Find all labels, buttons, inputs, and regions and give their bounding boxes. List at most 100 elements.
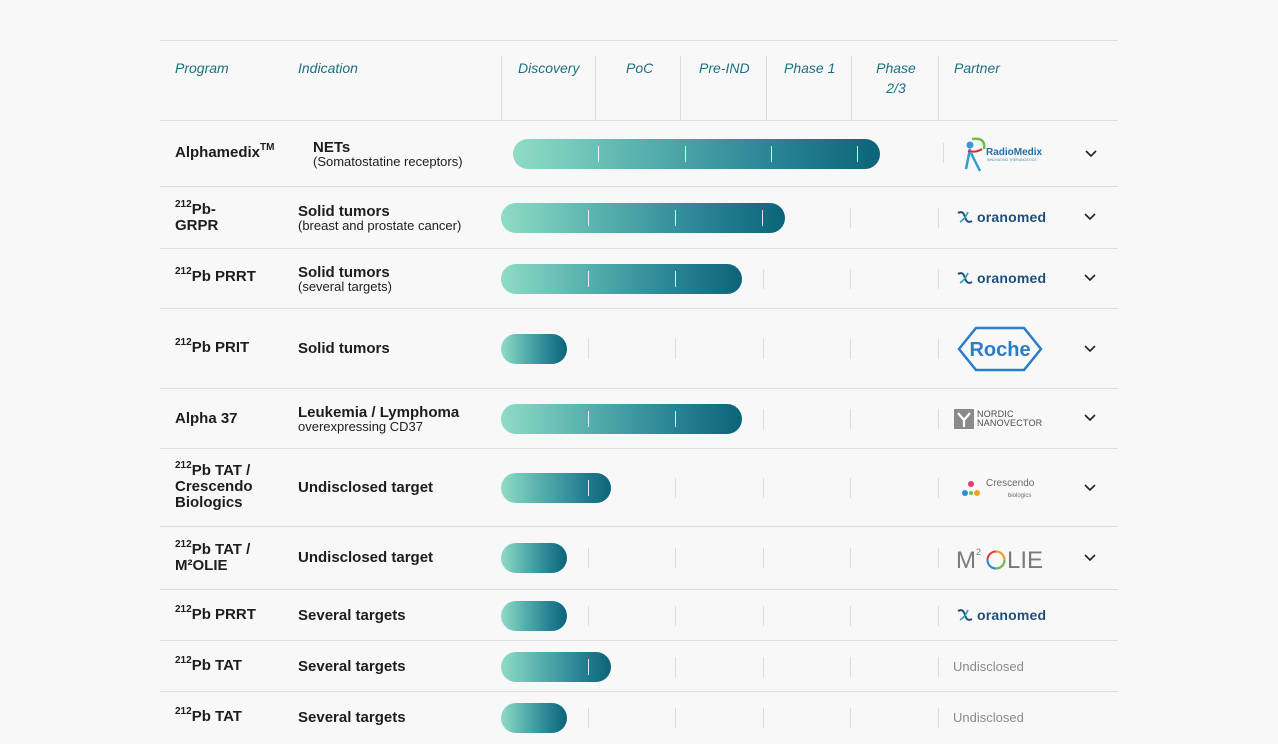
nanovector-text: NORDIC NANOVECTOR	[977, 410, 1042, 428]
indication: Several targets	[298, 659, 406, 674]
indication-title: Several targets	[298, 658, 406, 675]
indication-title: Leukemia / Lymphoma	[298, 404, 460, 421]
program-name: Alpha 37	[175, 411, 238, 427]
indication-title: Solid tumors	[298, 340, 390, 357]
chevron-down-icon[interactable]	[1083, 481, 1097, 495]
header-pre-ind: Pre-IND	[699, 60, 750, 76]
header-phase-2-3-line1: Phase	[876, 60, 916, 76]
table-row[interactable]: 212Pb PRRT Solid tumors (several targets…	[160, 249, 1118, 309]
program-label: Pb PRIT	[191, 339, 250, 356]
column-tick	[588, 606, 589, 626]
svg-text:LIE: LIE	[1007, 547, 1043, 573]
partner-undisclosed: Undisclosed	[953, 710, 1024, 725]
chevron-down-icon[interactable]	[1083, 551, 1097, 565]
progress-bar	[501, 543, 567, 573]
program-label: Pb PRRT	[191, 606, 256, 623]
table-row[interactable]: AlphamedixTM NETs (Somatostatine recepto…	[160, 121, 1118, 187]
svg-text:INNOVATING THERANOSTICS: INNOVATING THERANOSTICS	[987, 158, 1037, 162]
chevron-down-icon[interactable]	[1084, 147, 1098, 161]
program-label: Pb PRRT	[191, 268, 256, 285]
bar-tick	[675, 210, 676, 226]
indication-title: Undisclosed target	[298, 479, 434, 496]
bar-tick	[588, 480, 589, 496]
program-name: 212Pb PRIT	[175, 338, 250, 356]
indication-title: Solid tumors	[298, 203, 390, 220]
partner-divider	[943, 143, 944, 163]
header-divider	[766, 56, 767, 120]
isotope-sup: 212	[175, 706, 192, 717]
program-name: 212Pb TAT / M²OLIE	[175, 539, 251, 574]
table-header: Program Indication Discovery PoC Pre-IND…	[160, 41, 1118, 121]
program-label: Alphamedix	[175, 144, 261, 161]
oranomed-icon	[957, 609, 973, 621]
column-tick	[850, 339, 851, 359]
indication: Undisclosed target	[298, 550, 433, 565]
header-partner: Partner	[954, 60, 1000, 76]
indication-subtitle: overexpressing CD37	[298, 419, 424, 434]
column-tick	[763, 409, 764, 429]
crescendo-text: Crescendo biologics	[986, 477, 1034, 501]
program-name: 212Pb- GRPR	[175, 200, 218, 234]
program-name: 212Pb TAT	[175, 706, 242, 725]
oranomed-logo: oranomed	[956, 208, 1046, 226]
indication-subtitle: (Somatostatine receptors)	[313, 154, 463, 169]
isotope-sup: 212	[175, 604, 192, 615]
column-tick	[675, 478, 676, 498]
column-tick	[850, 478, 851, 498]
table-row: 212Pb TAT Several targets Undisclosed	[160, 641, 1118, 692]
pipeline-table: Program Indication Discovery PoC Pre-IND…	[160, 40, 1118, 744]
indication: Solid tumors (several targets)	[298, 265, 392, 294]
table-row[interactable]: 212Pb TAT / Crescendo Biologics Undisclose…	[160, 449, 1118, 527]
progress-bar	[501, 601, 567, 631]
crescendo-logo: Crescendo biologics	[960, 477, 1034, 501]
chevron-down-icon[interactable]	[1083, 342, 1097, 356]
column-tick	[675, 548, 676, 568]
crescendo-name: Crescendo	[986, 478, 1035, 489]
bar-tick	[685, 146, 686, 162]
column-tick	[675, 339, 676, 359]
program-name: 212Pb PRRT	[175, 267, 256, 285]
bar-tick	[857, 146, 858, 162]
program-label: Alpha 37	[175, 410, 238, 427]
bar-tick	[771, 146, 772, 162]
header-phase-2-3: Phase 2/3	[876, 58, 916, 98]
header-indication: Indication	[298, 60, 358, 76]
chevron-down-icon[interactable]	[1083, 210, 1097, 224]
program-name: 212Pb TAT	[175, 656, 242, 674]
bar-tick	[588, 659, 589, 675]
program-label: Pb TAT /	[191, 541, 251, 558]
header-divider	[595, 56, 596, 120]
table-row[interactable]: 212Pb TAT / M²OLIE Undisclosed target M 2…	[160, 527, 1118, 590]
partner-divider	[938, 606, 939, 626]
indication-subtitle: (several targets)	[298, 279, 392, 294]
column-tick	[588, 708, 589, 728]
table-row[interactable]: 212Pb PRIT Solid tumors Roche	[160, 309, 1118, 389]
program-name: AlphamedixTM	[175, 143, 274, 161]
nordic-nanovector-logo: NORDIC NANOVECTOR	[954, 409, 1042, 429]
partner-divider	[938, 478, 939, 498]
progress-bar	[501, 264, 742, 294]
column-tick	[763, 606, 764, 626]
column-tick	[675, 606, 676, 626]
table-row[interactable]: 212Pb- GRPR Solid tumors (breast and pros…	[160, 187, 1118, 249]
chevron-down-icon[interactable]	[1083, 271, 1097, 285]
header-divider	[680, 56, 681, 120]
column-tick	[763, 478, 764, 498]
program-label-line2: Crescendo	[175, 478, 253, 495]
column-tick	[763, 269, 764, 289]
bar-tick	[588, 411, 589, 427]
indication-subtitle: (breast and prostate cancer)	[298, 218, 462, 233]
bar-tick	[762, 210, 763, 226]
partner-divider	[938, 708, 939, 728]
indication: Undisclosed target	[298, 480, 433, 495]
table-row[interactable]: Alpha 37 Leukemia / Lymphoma overexpress…	[160, 389, 1118, 449]
column-tick	[763, 708, 764, 728]
table-row: 212Pb TAT Several targets Undisclosed	[160, 692, 1118, 744]
header-phase-1: Phase 1	[784, 60, 836, 76]
oranomed-logo: oranomed	[956, 269, 1046, 287]
isotope-sup: 212	[175, 539, 192, 550]
radiomedix-text: RadioMedix	[986, 147, 1043, 158]
chevron-down-icon[interactable]	[1083, 411, 1097, 425]
bar-tick	[588, 210, 589, 226]
program-name: 212Pb TAT / Crescendo Biologics	[175, 461, 253, 511]
